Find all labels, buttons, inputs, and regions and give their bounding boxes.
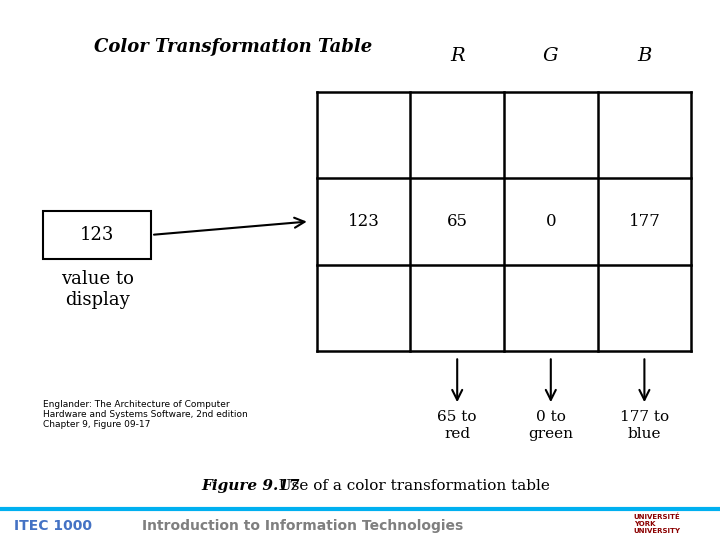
Text: Figure 9.17: Figure 9.17 <box>202 479 300 493</box>
Text: 123: 123 <box>80 226 114 244</box>
Text: 65: 65 <box>446 213 468 230</box>
Text: G: G <box>543 47 559 65</box>
Text: Use of a color transformation table: Use of a color transformation table <box>269 479 549 493</box>
Text: Color Transformation Table: Color Transformation Table <box>94 38 372 56</box>
Text: 65 to
red: 65 to red <box>438 410 477 441</box>
Bar <box>43 211 151 259</box>
Text: 0 to
green: 0 to green <box>528 410 573 441</box>
Text: 177 to
blue: 177 to blue <box>620 410 669 441</box>
Text: R: R <box>450 47 464 65</box>
Text: 123: 123 <box>348 213 379 230</box>
Text: value to
display: value to display <box>60 270 134 309</box>
Text: B: B <box>637 47 652 65</box>
Text: Englander: The Architecture of Computer
Hardware and Systems Software, 2nd editi: Englander: The Architecture of Computer … <box>43 400 248 429</box>
Text: 0: 0 <box>546 213 556 230</box>
Text: ITEC 1000: ITEC 1000 <box>14 519 92 533</box>
Text: 177: 177 <box>629 213 660 230</box>
Text: Introduction to Information Technologies: Introduction to Information Technologies <box>142 519 463 533</box>
Text: UNIVERSITÉ
YORK
UNIVERSITY: UNIVERSITÉ YORK UNIVERSITY <box>634 513 680 534</box>
